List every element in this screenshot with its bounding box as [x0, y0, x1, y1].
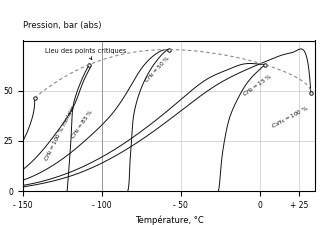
- Text: Pression, bar (abs): Pression, bar (abs): [23, 21, 101, 30]
- Text: $C_2H_6 = 100\ \%$: $C_2H_6 = 100\ \%$: [269, 104, 310, 131]
- Text: Lieu des points critiques: Lieu des points critiques: [45, 47, 126, 60]
- Text: $CH_4 = 100\ \%\ molaire$: $CH_4 = 100\ \%\ molaire$: [42, 103, 78, 163]
- X-axis label: Température, °C: Température, °C: [135, 216, 203, 225]
- Text: $CH_4 = 85\ \%$: $CH_4 = 85\ \%$: [69, 107, 96, 141]
- Text: $CH_4 = 50\ \%$: $CH_4 = 50\ \%$: [143, 53, 174, 85]
- Text: $CH_4 = 15\ \%$: $CH_4 = 15\ \%$: [241, 71, 275, 99]
